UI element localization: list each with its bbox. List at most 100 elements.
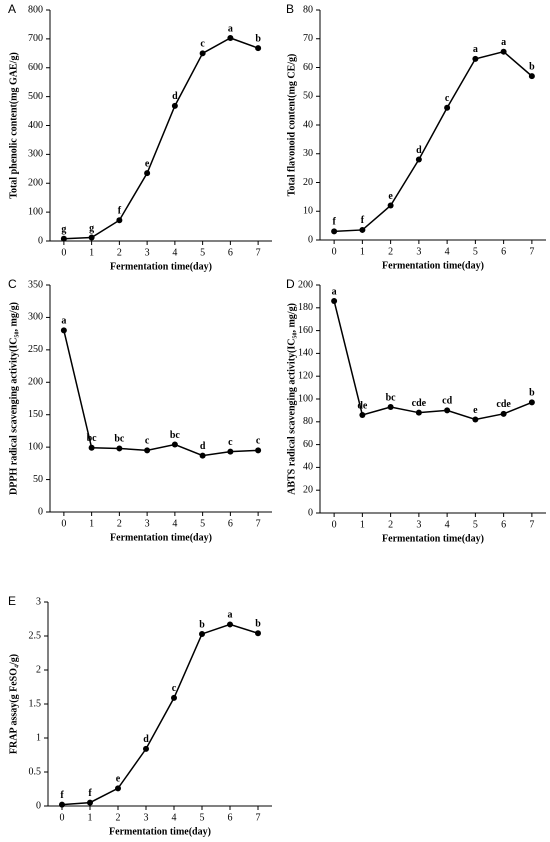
point-label: c [145,436,150,447]
x-axis-label: Fermentation time(day) [382,260,484,271]
x-tick-label: 3 [416,519,421,530]
y-tick-label: 160 [298,325,313,336]
x-tick-label: 7 [256,518,261,529]
data-point [359,226,366,233]
y-tick-label: 120 [298,370,313,381]
x-tick-label: 4 [445,519,450,530]
y-tick-label: 400 [28,120,43,131]
x-tick-label: 5 [200,812,205,823]
x-tick-label: 6 [501,519,506,530]
data-point [143,745,149,752]
x-axis-label: Fermentation time(day) [109,826,211,837]
x-tick-label: 2 [117,518,122,529]
x-tick-label: 7 [529,519,534,530]
panel-label: E [8,594,16,608]
point-label: b [529,388,535,399]
y-tick-label: 100 [28,441,43,452]
data-point [171,694,177,701]
y-tick-label: 300 [28,149,43,160]
data-point [88,444,95,451]
x-tick-label: 1 [89,518,94,529]
y-tick-label: 50 [33,474,43,485]
point-label: b [255,33,261,44]
data-point [255,45,262,52]
point-label: d [200,441,206,452]
data-point [227,448,234,455]
x-tick-label: 6 [228,518,233,529]
y-tick-label: 200 [28,377,43,388]
data-point [60,235,67,242]
data-point [255,630,261,637]
point-label: de [357,400,368,411]
panel-label: D [286,277,295,291]
x-tick-label: 1 [360,246,365,257]
series-line [63,37,259,240]
point-label: a [473,44,478,55]
data-point [331,297,338,304]
data-point [199,630,205,637]
data-point [472,55,479,62]
point-label: f [332,217,336,228]
x-tick-label: 5 [473,246,478,257]
x-tick-label: 1 [88,812,93,823]
chart-panel: A 0 100 200 300 400 500 600 700 800 0 1 2 3 4 5 6 7 Fermen… [8,2,272,272]
data-point [144,170,151,177]
y-tick-label: 60 [303,62,313,73]
y-tick-label: 2 [36,664,41,675]
y-axis-label: ABTS radical scavenging activity(IC₅₀, m… [286,303,297,495]
point-label: e [116,774,121,785]
y-tick-label: 0 [308,507,313,518]
series-line [61,623,259,806]
point-label: c [200,39,205,50]
point-label: cd [442,396,452,407]
data-point [115,785,121,792]
point-label: bc [114,434,125,445]
y-tick-label: 600 [28,62,43,73]
y-tick-label: 1 [36,732,41,743]
x-tick-label: 2 [116,812,121,823]
x-tick-label: 7 [256,247,261,258]
y-axis-label: Total flavonoid content(mg CE/g) [286,54,297,197]
y-tick-label: 40 [303,462,313,473]
x-tick-label: 4 [445,246,450,257]
x-tick-label: 7 [256,812,261,823]
y-tick-label: 180 [298,302,313,313]
point-label: d [143,734,149,745]
y-tick-label: 20 [303,177,313,188]
y-axis-label: FRAP assay(g FeSO₄/g) [8,654,19,754]
y-tick-label: 10 [303,206,313,217]
x-tick-label: 6 [501,246,506,257]
data-point [500,410,507,417]
point-label: c [172,683,177,694]
x-tick-label: 3 [144,812,149,823]
point-label: cde [496,399,511,410]
data-point [116,445,123,452]
x-tick-label: 5 [473,519,478,530]
data-point [255,447,262,454]
chart-panel: E 0 0.5 1 1.5 2 2.5 3 0 1 2 3 4 5 6 7 Fermentation time(… [8,594,272,837]
y-tick-label: 3 [36,596,41,607]
y-tick-label: 140 [298,348,313,359]
point-label: a [228,23,233,34]
panel-label: C [8,277,17,291]
data-point [359,411,366,418]
y-tick-label: 300 [28,312,43,323]
point-label: cde [412,398,427,409]
point-label: bc [87,433,98,444]
point-label: b [199,619,205,630]
y-tick-label: 800 [28,4,43,15]
point-label: g [61,224,66,235]
data-point [199,452,206,459]
y-tick-label: 70 [303,33,313,44]
point-label: e [145,158,150,169]
data-point [387,202,394,209]
x-tick-label: 6 [228,247,233,258]
y-tick-label: 200 [298,279,313,290]
y-tick-label: 250 [28,344,43,355]
x-tick-label: 1 [360,519,365,530]
data-point [88,234,95,241]
x-tick-label: 0 [332,246,337,257]
y-tick-label: 100 [28,206,43,217]
point-label: g [89,223,94,234]
x-axis-label: Fermentation time(day) [110,532,212,543]
